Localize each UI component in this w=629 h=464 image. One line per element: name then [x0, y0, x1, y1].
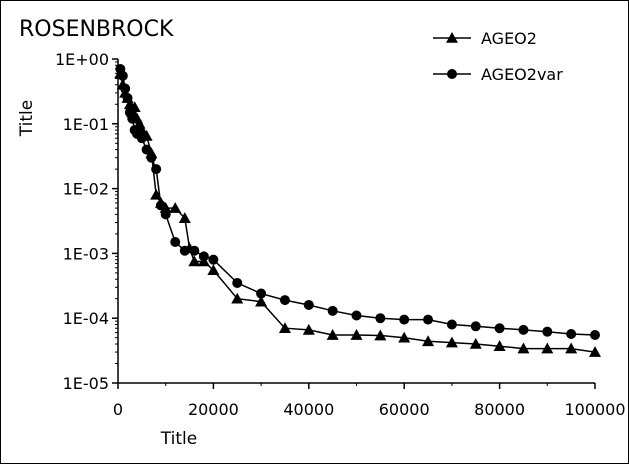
y-tick-label: 1E-04 — [63, 309, 109, 328]
data-point-ageo2 — [178, 212, 191, 223]
data-point-ageo2 — [255, 295, 268, 307]
data-point-ageo2var — [279, 295, 290, 306]
data-point-ageo2var — [122, 93, 133, 104]
data-point-ageo2var — [198, 251, 209, 262]
data-point-ageo2var — [351, 310, 362, 321]
data-point-ageo2var — [146, 152, 157, 163]
data-point-ageo2 — [169, 202, 182, 213]
data-point-ageo2var — [256, 288, 267, 299]
data-point-ageo2var — [375, 313, 386, 324]
y-axis-label: Title — [17, 100, 37, 137]
data-point-ageo2var — [155, 200, 166, 211]
x-tick-label: 80000 — [474, 400, 525, 419]
data-point-ageo2var — [136, 133, 147, 144]
data-point-ageo2 — [493, 340, 506, 351]
data-point-ageo2var — [151, 164, 162, 175]
data-point-ageo2 — [445, 336, 458, 348]
data-point-ageo2var — [446, 319, 457, 330]
y-tick-label: 1E-02 — [63, 180, 109, 199]
legend-item-ageo2: AGEO2 — [433, 29, 537, 48]
data-point-ageo2var — [232, 277, 243, 288]
series-line-ageo2 — [119, 73, 596, 353]
data-point-ageo2var — [590, 330, 600, 341]
data-point-ageo2var — [566, 329, 577, 340]
y-tick-label: 1E-01 — [63, 115, 109, 134]
data-point-ageo2var — [542, 326, 553, 337]
data-point-ageo2var — [399, 314, 410, 325]
data-point-ageo2 — [589, 346, 601, 357]
legend-label: AGEO2 — [481, 29, 537, 48]
data-point-ageo2 — [517, 342, 530, 354]
x-axis-label: Title — [160, 429, 197, 449]
x-tick-label: 100000 — [564, 400, 625, 419]
data-point-ageo2var — [141, 144, 152, 155]
data-point-ageo2 — [541, 342, 554, 354]
data-point-ageo2 — [469, 337, 482, 349]
chart-title: ROSENBROCK — [19, 17, 174, 42]
data-point-ageo2var — [494, 323, 505, 334]
data-point-ageo2 — [188, 255, 201, 267]
data-point-ageo2 — [422, 335, 435, 347]
data-point-ageo2var — [303, 299, 314, 310]
data-point-ageo2var — [470, 321, 481, 332]
legend-label: AGEO2var — [481, 65, 563, 84]
data-point-ageo2var — [170, 236, 181, 247]
data-point-ageo2 — [302, 323, 315, 335]
y-tick-label: 1E+00 — [55, 50, 109, 69]
data-point-ageo2 — [565, 342, 578, 354]
legend-item-ageo2var: AGEO2var — [433, 65, 563, 84]
data-point-ageo2var — [117, 70, 128, 81]
legend-marker-icon — [446, 32, 458, 43]
legend-marker-icon — [447, 69, 457, 79]
data-point-ageo2var — [160, 209, 171, 220]
data-point-ageo2 — [231, 292, 244, 304]
data-point-ageo2 — [350, 329, 363, 340]
data-point-ageo2var — [208, 254, 219, 265]
x-tick-label: 0 — [113, 400, 123, 419]
x-tick-label: 60000 — [379, 400, 430, 419]
data-point-ageo2var — [327, 305, 338, 316]
x-tick-label: 40000 — [283, 400, 334, 419]
data-point-ageo2 — [207, 264, 220, 276]
y-tick-label: 1E-05 — [63, 374, 109, 393]
data-point-ageo2var — [189, 245, 200, 256]
data-point-ageo2 — [398, 331, 411, 343]
series-layer — [114, 64, 601, 357]
data-point-ageo2 — [326, 329, 339, 340]
y-tick-label: 1E-03 — [63, 244, 109, 263]
data-point-ageo2var — [179, 245, 190, 256]
series-ageo2var — [115, 64, 600, 341]
axes: 1E+00 1E-01 1E-02 1E-03 1E-04 1E-050 20000 4000… — [55, 50, 626, 419]
x-tick-label: 20000 — [188, 400, 239, 419]
series-line-ageo2var — [119, 68, 596, 336]
data-point-ageo2var — [127, 113, 138, 124]
data-point-ageo2 — [374, 329, 387, 341]
data-point-ageo2var — [120, 83, 131, 94]
data-point-ageo2var — [423, 314, 434, 325]
data-point-ageo2 — [278, 322, 291, 334]
data-point-ageo2var — [518, 324, 529, 335]
legend: AGEO2 AGEO2var — [433, 29, 563, 84]
